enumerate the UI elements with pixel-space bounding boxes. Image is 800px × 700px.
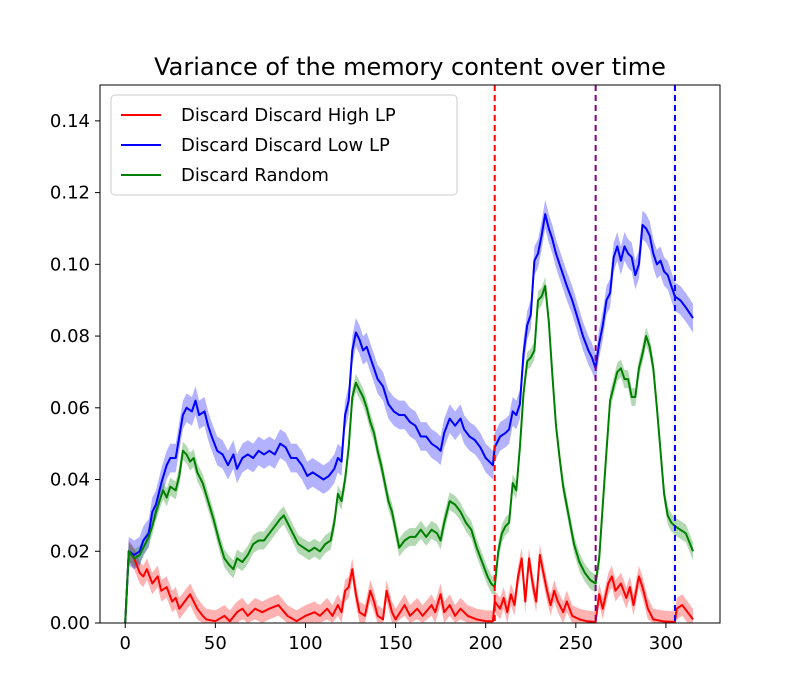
- x-tick-label-4: 200: [469, 633, 503, 654]
- series-band-1: [125, 199, 693, 623]
- series-line-2: [124, 284, 694, 623]
- plot-content: [124, 85, 694, 623]
- y-tick-label-2: 0.04: [50, 470, 90, 491]
- y-tick-label-4: 0.08: [50, 326, 90, 347]
- legend-box: [110, 94, 458, 196]
- x-tick-label-3: 150: [378, 633, 412, 654]
- x-tick-label-5: 250: [559, 633, 593, 654]
- y-tick-label-3: 0.06: [50, 398, 90, 419]
- x-tick-label-0: 0: [120, 633, 131, 654]
- x-tick-label-1: 50: [204, 633, 227, 654]
- series-line-0: [124, 550, 694, 623]
- legend: Discard Discard High LP Discard Discard L…: [110, 94, 458, 196]
- legend-entry-0: Discard Discard High LP: [181, 105, 396, 126]
- plot-area: [124, 85, 694, 623]
- y-tick-label-0: 0.00: [50, 613, 90, 634]
- chart-title: Variance of the memory content over time: [154, 53, 666, 81]
- axes-frame: [99, 84, 721, 624]
- y-tick-label-5: 0.10: [50, 254, 90, 275]
- legend-entry-2: Discard Random: [181, 165, 329, 186]
- y-tick-label-6: 0.12: [50, 183, 90, 204]
- y-tick-label-1: 0.02: [50, 541, 90, 562]
- series-band-2: [125, 276, 693, 623]
- series-band-0: [125, 540, 693, 623]
- x-tick-label-2: 100: [288, 633, 322, 654]
- x-tick-label-6: 300: [649, 633, 683, 654]
- series-line-1: [124, 213, 694, 623]
- legend-entry-1: Discard Discard Low LP: [181, 135, 390, 156]
- axes: 0 50 100 150 200 250 300 0.00 0.02 0.04 0.06 0.08 0.…: [50, 84, 721, 654]
- y-tick-label-7: 0.14: [50, 111, 90, 132]
